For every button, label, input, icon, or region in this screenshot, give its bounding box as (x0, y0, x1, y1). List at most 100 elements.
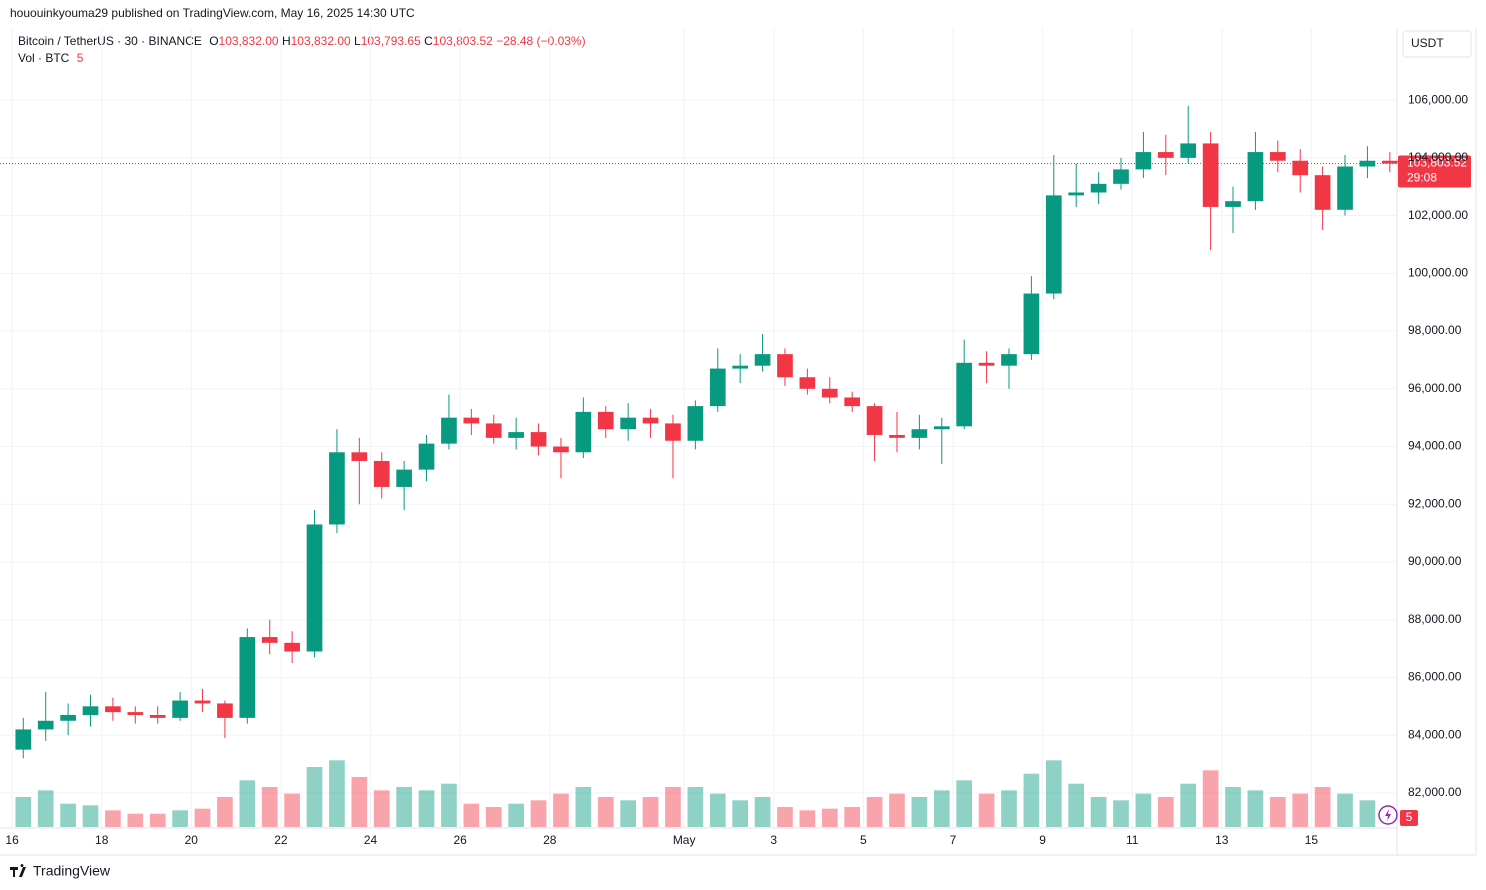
volume-bar (933, 790, 950, 827)
candle-body (933, 426, 950, 430)
volume-bar (217, 797, 233, 827)
volume-bar (1113, 800, 1129, 827)
y-tick-label: 84,000.00 (1408, 727, 1462, 741)
candle-body (261, 637, 278, 643)
candle-body (1180, 143, 1197, 158)
candle-body (866, 406, 883, 435)
volume-last-label: 5 (1406, 810, 1413, 824)
y-tick-label: 86,000.00 (1408, 670, 1462, 684)
candle-body (687, 406, 704, 441)
volume-bar (687, 787, 704, 827)
volume-bar (1247, 790, 1264, 827)
volume-bar (732, 800, 749, 827)
volume-bar (127, 813, 144, 827)
x-tick-label: May (673, 833, 696, 847)
x-tick-label: 26 (453, 833, 467, 847)
volume-bar (956, 780, 973, 827)
candle-body (709, 368, 726, 407)
candle-body (396, 469, 412, 487)
countdown: 29:08 (1407, 171, 1437, 185)
candle-body (1337, 166, 1353, 210)
ohlc-value: 103,832.00 (219, 34, 279, 48)
candle-body (194, 700, 211, 704)
volume-bar (978, 793, 995, 827)
candle-body (1157, 152, 1174, 158)
volume-bar (866, 797, 883, 827)
candle-body (1068, 192, 1085, 196)
volume-bar (306, 767, 323, 827)
volume-bar (642, 797, 659, 827)
ohlc-value: 103,832.00 (291, 34, 351, 48)
volume-bar (15, 797, 32, 827)
candle-body (1202, 143, 1219, 207)
volume-bar (194, 808, 211, 827)
volume-bar (82, 805, 99, 827)
candle-body (306, 524, 323, 652)
currency-button[interactable] (1402, 30, 1472, 58)
volume-bar (553, 793, 569, 827)
ohlc-key: L (354, 34, 361, 48)
currency[interactable]: USDT (1411, 36, 1444, 50)
candle-body (642, 417, 659, 424)
x-tick-label: 3 (770, 833, 777, 847)
candle-body (665, 423, 681, 441)
volume-bar (1045, 760, 1062, 827)
y-tick-label: 92,000.00 (1408, 496, 1462, 510)
published: hououinkyouma29 published on TradingView… (10, 6, 415, 20)
volume-bar (1359, 800, 1376, 827)
candle-body (127, 712, 144, 715)
candle-body (799, 377, 816, 389)
volume-bar (1314, 787, 1331, 827)
volume-bar (508, 803, 524, 827)
candle-body (1023, 293, 1040, 355)
volume-bar (844, 807, 861, 827)
last-price-label: 103,803.52 (1407, 156, 1467, 170)
candle-body (284, 642, 300, 652)
volume-bar (1337, 793, 1353, 827)
y-tick-label: 94,000.00 (1408, 439, 1462, 453)
candle-body (844, 397, 861, 407)
x-tick-label: 24 (364, 833, 378, 847)
candle-body (777, 354, 793, 378)
volume-bar (777, 807, 793, 827)
y-tick-label: 90,000.00 (1408, 554, 1462, 568)
volume-bar (284, 793, 300, 827)
candle-body (105, 706, 121, 713)
volume-bar (1023, 773, 1040, 827)
volume-legend: Vol · BTC 5 (18, 51, 84, 65)
candle-body (620, 417, 636, 430)
volume-bar (597, 797, 614, 827)
candle-body (463, 417, 480, 424)
candle-body (575, 411, 592, 453)
candle-body (217, 703, 233, 718)
candle-body (978, 362, 995, 366)
volume-bar (1090, 797, 1107, 827)
candle-body (1269, 152, 1286, 161)
candle-body (82, 706, 99, 715)
volume-bar (1135, 793, 1152, 827)
candle-body (1314, 175, 1331, 210)
volume-bar (889, 793, 905, 827)
legend-line: Bitcoin / TetherUS · 30 · BINANCE O103,8… (18, 34, 586, 48)
footer-brand: TradingView (33, 863, 111, 879)
volume-bar (665, 787, 681, 827)
x-tick-label: 5 (860, 833, 867, 847)
volume-bar (463, 803, 480, 827)
candle-body (956, 362, 973, 427)
volume-bar (530, 800, 547, 827)
x-tick-label: 7 (950, 833, 957, 847)
candle-body (239, 637, 256, 718)
volume-bar (1157, 797, 1174, 827)
y-tick-label: 98,000.00 (1408, 323, 1462, 337)
y-tick-label: 104,000.00 (1408, 150, 1468, 164)
volume-bar (575, 787, 592, 827)
candle-body (553, 446, 569, 453)
volume-bar (329, 760, 345, 827)
last-price-box (1398, 155, 1471, 188)
volume-bar (172, 810, 188, 827)
candle-body (530, 432, 547, 447)
candle-body (1045, 195, 1062, 294)
volume-bar (418, 790, 435, 827)
candle-body (1381, 160, 1398, 164)
